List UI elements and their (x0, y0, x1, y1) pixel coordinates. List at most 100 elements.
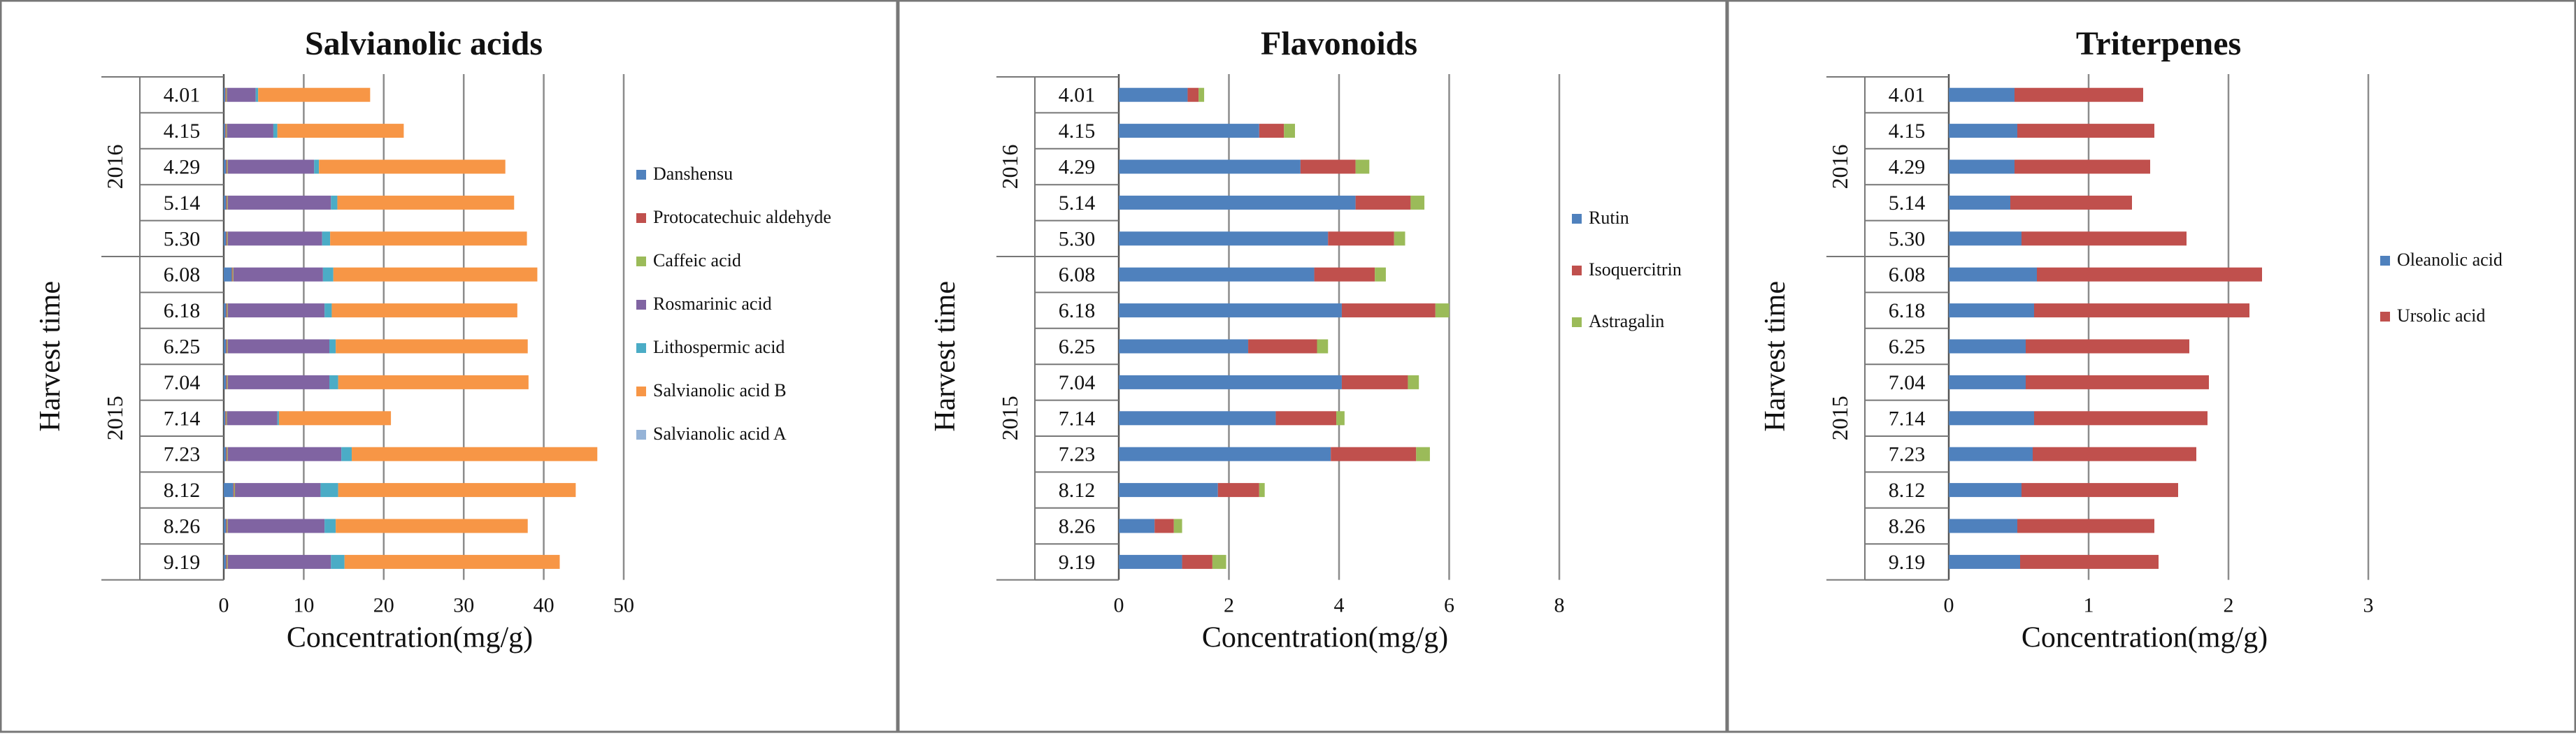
category-label: 6.18 (1889, 299, 1926, 322)
bar-segment (333, 267, 538, 282)
category-label: 7.14 (164, 407, 201, 430)
bar-segment (227, 339, 228, 354)
bar-segment (224, 375, 227, 389)
bar-segment (1949, 375, 2026, 389)
bar-segment (2010, 195, 2132, 210)
legend-swatch (1572, 317, 1582, 327)
bar-segment (1328, 231, 1394, 246)
category-label: 6.08 (1889, 264, 1926, 287)
bar-segment (324, 303, 332, 318)
legend-label: Ursolic acid (2397, 305, 2485, 326)
bar-segment (224, 554, 227, 569)
bar-segment (1341, 375, 1408, 389)
category-label: 9.19 (1889, 551, 1926, 574)
x-axis-label: Concentration(mg/g) (287, 622, 533, 654)
bar-segment (1949, 483, 2022, 498)
bar-segment (324, 519, 336, 533)
chart-title: Salvianolic acids (305, 25, 543, 62)
bar-segment (1314, 267, 1375, 282)
x-tick-label: 8 (1554, 594, 1565, 617)
x-tick-label: 2 (2224, 594, 2234, 617)
bar-segment (1300, 159, 1356, 174)
bar-segment (231, 267, 233, 282)
bar-segment (1949, 159, 2015, 174)
category-label: 8.12 (1059, 479, 1096, 502)
bar-segment (1949, 231, 2022, 246)
bar-segment (1119, 159, 1301, 174)
bar-segment (224, 447, 227, 461)
chart-title: Flavonoids (1261, 25, 1417, 62)
bar-segment (1259, 483, 1265, 498)
bar-segment (1375, 267, 1386, 282)
category-label: 6.18 (164, 299, 201, 322)
bar-segment (2033, 447, 2196, 461)
bar-segment (1119, 231, 1329, 246)
category-label: 4.01 (1059, 84, 1096, 107)
bar-segment (227, 554, 228, 569)
legend-swatch (636, 430, 646, 440)
x-tick-label: 30 (453, 594, 474, 617)
bar-segment (1119, 411, 1276, 426)
bar-segment (1435, 303, 1450, 318)
x-tick-label: 10 (293, 594, 314, 617)
category-label: 8.26 (1889, 515, 1926, 538)
legend-swatch (2380, 312, 2390, 322)
bar-segment (227, 231, 228, 246)
chart-svg-1: Flavonoids 4.01 4.15 4.29 5.14 5.30 6.08 6.18 6.… (898, 0, 1727, 733)
legend-swatch (636, 343, 646, 353)
bar-segment (1336, 411, 1345, 426)
category-label: 7.14 (1889, 407, 1926, 430)
bar-segment (227, 447, 228, 461)
category-label: 7.23 (164, 443, 201, 466)
x-tick-label: 1 (2084, 594, 2094, 617)
bar-segment (278, 411, 392, 426)
legend-swatch (636, 300, 646, 310)
x-tick-label: 2 (1224, 594, 1234, 617)
bar-segment (227, 195, 228, 210)
bar-segment (227, 375, 330, 389)
category-label: 5.30 (1059, 227, 1096, 250)
bar-segment (2034, 303, 2249, 318)
bar-segment (227, 159, 315, 174)
category-label: 7.23 (1059, 443, 1096, 466)
bar-segment (2017, 124, 2154, 138)
bar-segment (1119, 483, 1218, 498)
category-label: 6.25 (164, 335, 201, 359)
bar-segment (226, 519, 227, 533)
bar-segment (314, 159, 320, 174)
bar-segment (2026, 375, 2209, 389)
bar-segment (1355, 159, 1370, 174)
bar-segment (226, 159, 227, 174)
bar-segment (226, 87, 227, 102)
bar-segment (1949, 447, 2033, 461)
bar-segment (233, 267, 323, 282)
legend-swatch (1572, 214, 1582, 224)
bar-segment (227, 519, 325, 533)
bar-segment (337, 195, 515, 210)
y-axis-label: Harvest time (929, 281, 961, 432)
bar-segment (224, 519, 227, 533)
category-label: 7.23 (1889, 443, 1926, 466)
chart-panel-salvianolic: Salvianolic acids 4.01 4.15 4.29 5.14 5.30 6.0… (0, 0, 898, 734)
chart-panel-flavonoids: Flavonoids 4.01 4.15 4.29 5.14 5.30 6.08 6.18 6.… (898, 0, 1727, 734)
legend-label: Salvianolic acid B (653, 380, 787, 401)
bar-segment (1119, 339, 1249, 354)
bar-segment (338, 375, 529, 389)
bar-segment (226, 124, 227, 138)
bar-segment (330, 231, 527, 246)
category-label: 6.18 (1059, 299, 1096, 322)
chart-svg-0: Salvianolic acids 4.01 4.15 4.29 5.14 5.30 6.0… (0, 0, 898, 733)
x-tick-label: 0 (1114, 594, 1124, 617)
legend-label: Caffeic acid (653, 250, 741, 270)
bar-segment (2015, 87, 2143, 102)
x-tick-label: 4 (1334, 594, 1345, 617)
bar-segment (235, 483, 321, 498)
legend-label: Isoquercitrin (1589, 259, 1682, 280)
category-label: 4.15 (1889, 120, 1926, 143)
bar-segment (1949, 554, 2020, 569)
bar-segment (224, 483, 234, 498)
bar-segment (227, 554, 331, 569)
bar-segment (224, 159, 227, 174)
category-label: 6.25 (1889, 335, 1926, 359)
bar-segment (226, 339, 227, 354)
